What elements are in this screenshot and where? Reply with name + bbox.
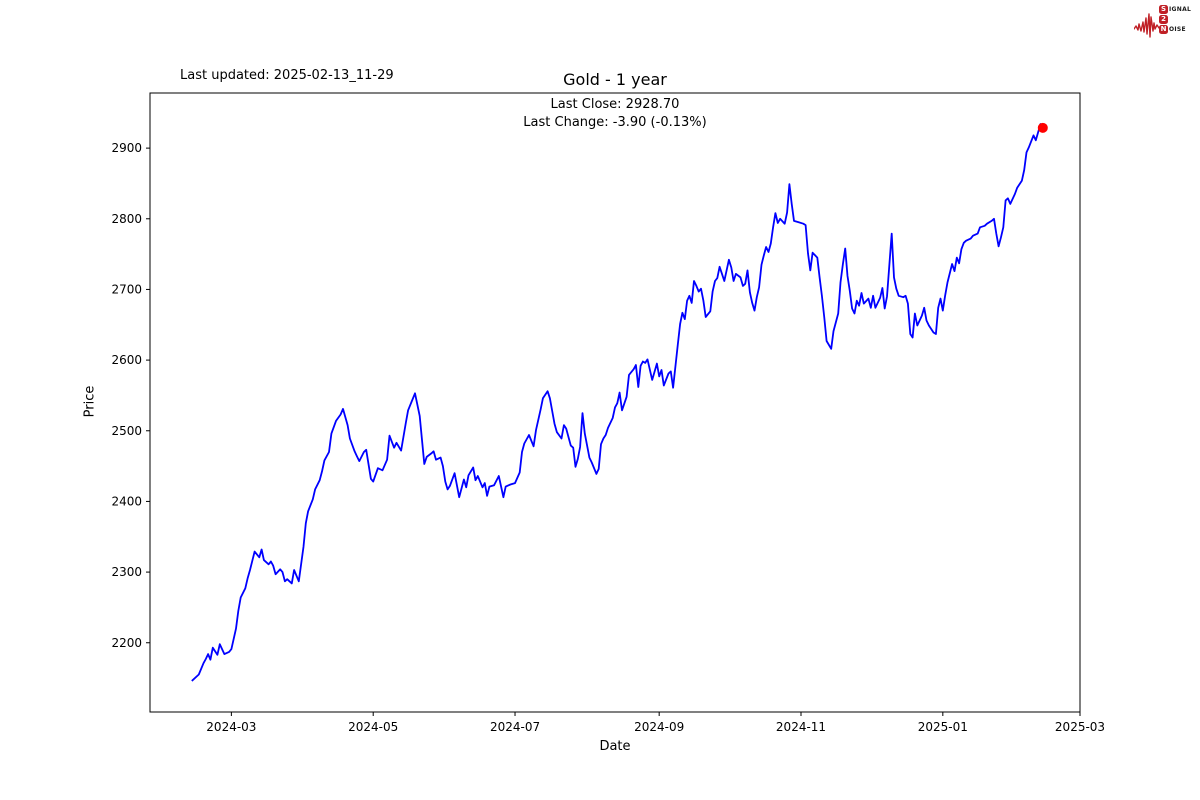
s2n-logo: S IGNAL 2 N OISE — [1134, 3, 1194, 45]
y-tick-label: 2800 — [111, 212, 142, 226]
logo-noise-label: OISE — [1169, 26, 1186, 33]
logo-signal-label: IGNAL — [1169, 6, 1192, 13]
waveform-icon — [1134, 13, 1164, 38]
x-axis-label: Date — [599, 739, 631, 754]
y-tick-label: 2700 — [111, 282, 142, 296]
logo-badge-2: 2 — [1159, 15, 1168, 24]
logo-badge-s: S — [1159, 5, 1168, 14]
chart-title: Gold - 1 year — [563, 70, 667, 89]
y-tick-label: 2300 — [111, 565, 142, 579]
x-tick-label: 2024-03 — [206, 720, 256, 734]
last-close-text: Last Close: 2928.70 — [550, 97, 680, 112]
last-change-text: Last Change: -3.90 (-0.13%) — [523, 115, 707, 130]
logo-row-signal: S IGNAL — [1159, 5, 1191, 14]
y-tick-label: 2400 — [111, 494, 142, 508]
x-tick-label: 2024-07 — [490, 720, 540, 734]
y-tick-label: 2200 — [111, 636, 142, 650]
logo-row-noise: N OISE — [1159, 25, 1191, 34]
x-tick-label: 2024-05 — [348, 720, 398, 734]
y-tick-label: 2600 — [111, 353, 142, 367]
x-tick-label: 2025-03 — [1055, 720, 1105, 734]
y-tick-label: 2500 — [111, 424, 142, 438]
logo-text: S IGNAL 2 N OISE — [1159, 5, 1191, 35]
last-updated-text: Last updated: 2025-02-13_11-29 — [180, 68, 394, 83]
y-tick-label: 2900 — [111, 141, 142, 155]
x-tick-label: 2024-09 — [634, 720, 684, 734]
price-line — [191, 123, 1044, 682]
x-tick-label: 2024-11 — [776, 720, 826, 734]
logo-row-2: 2 — [1159, 15, 1191, 24]
plot-border — [149, 92, 1081, 713]
x-tick-label: 2025-01 — [918, 720, 968, 734]
last-price-marker — [1037, 122, 1048, 133]
logo-badge-n: N — [1159, 25, 1168, 34]
